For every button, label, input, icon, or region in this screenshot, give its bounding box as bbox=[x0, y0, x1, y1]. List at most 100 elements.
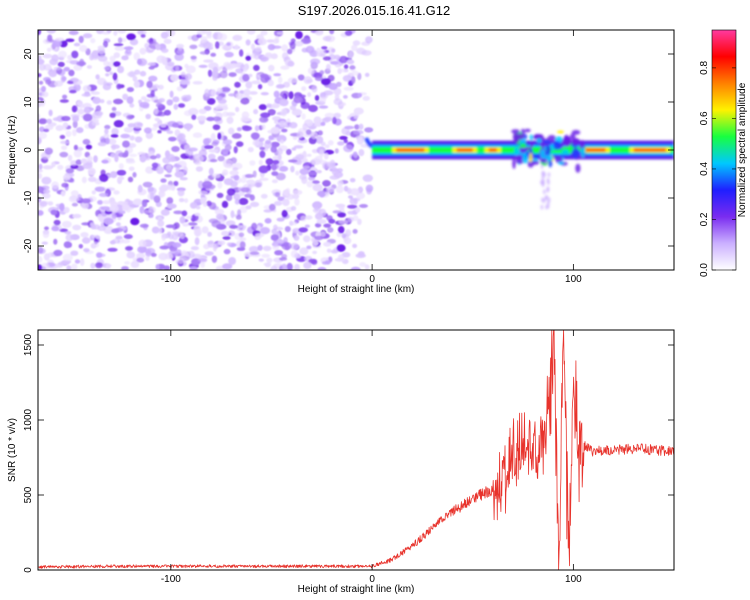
noise-blob bbox=[290, 206, 297, 211]
noise-blob bbox=[133, 80, 140, 88]
noise-blob bbox=[132, 172, 137, 178]
noise-blob bbox=[351, 70, 359, 76]
noise-blob bbox=[311, 85, 318, 93]
noise-blob bbox=[145, 247, 156, 255]
noise-blob bbox=[173, 103, 179, 110]
noise-blob bbox=[272, 241, 279, 246]
disturbance-blob bbox=[513, 155, 521, 159]
noise-blob bbox=[161, 48, 169, 53]
noise-blob bbox=[63, 206, 70, 214]
noise-blob bbox=[71, 263, 78, 270]
noise-blob bbox=[105, 73, 110, 77]
noise-blob bbox=[335, 203, 346, 208]
noise-blob bbox=[224, 51, 234, 58]
noise-blob bbox=[308, 171, 317, 176]
noise-blob bbox=[265, 52, 273, 58]
noise-blob bbox=[61, 182, 69, 188]
noise-blob bbox=[286, 48, 293, 55]
noise-blob bbox=[229, 63, 238, 69]
noise-blob bbox=[312, 183, 323, 192]
noise-blob bbox=[349, 65, 356, 70]
noise-blob bbox=[235, 141, 244, 147]
noise-blob bbox=[160, 123, 167, 128]
noise-blob bbox=[127, 123, 137, 128]
noise-blob bbox=[318, 190, 326, 198]
noise-blob bbox=[240, 177, 247, 184]
noise-blob bbox=[185, 215, 193, 219]
noise-blob bbox=[42, 165, 54, 170]
noise-blob bbox=[150, 252, 157, 257]
noise-blob bbox=[286, 148, 292, 156]
noise-blob bbox=[48, 109, 53, 117]
noise-blob bbox=[202, 138, 210, 145]
noise-blob bbox=[182, 223, 190, 227]
noise-blob bbox=[317, 130, 323, 136]
noise-blob bbox=[45, 79, 52, 85]
noise-blob bbox=[281, 242, 292, 251]
noise-blob bbox=[319, 96, 327, 104]
noise-blob bbox=[172, 164, 182, 168]
noise-blob bbox=[257, 38, 264, 45]
noise-blob bbox=[284, 226, 291, 233]
noise-blob bbox=[352, 151, 358, 158]
noise-blob bbox=[301, 176, 308, 184]
noise-blob bbox=[298, 227, 309, 233]
noise-blob bbox=[324, 191, 330, 196]
noise-blob bbox=[290, 250, 298, 258]
noise-blob bbox=[71, 50, 79, 59]
noise-blob bbox=[90, 38, 96, 44]
noise-blob bbox=[103, 60, 110, 67]
noise-blob bbox=[46, 47, 52, 52]
noise-blob bbox=[67, 54, 73, 61]
noise-blob bbox=[300, 38, 312, 44]
noise-blob bbox=[222, 159, 234, 166]
noise-blob bbox=[220, 87, 231, 92]
noise-blob bbox=[70, 190, 79, 197]
noise-blob bbox=[105, 263, 111, 269]
noise-blob bbox=[318, 208, 327, 217]
y-tick-label: 0 bbox=[23, 567, 34, 573]
noise-blob bbox=[91, 120, 99, 126]
y-tick-label: -20 bbox=[23, 238, 34, 253]
noise-blob bbox=[211, 141, 219, 147]
noise-blob bbox=[328, 82, 338, 91]
noise-blob bbox=[307, 92, 312, 98]
colorbar-tick-label: 0.0 bbox=[699, 263, 710, 277]
trail-blob bbox=[541, 197, 544, 203]
noise-blob bbox=[113, 120, 124, 128]
noise-blob bbox=[337, 212, 346, 218]
noise-blob bbox=[321, 78, 331, 86]
noise-blob bbox=[76, 127, 84, 134]
noise-blob bbox=[171, 146, 180, 152]
noise-blob bbox=[47, 34, 53, 42]
noise-blob bbox=[140, 34, 146, 38]
noise-blob bbox=[114, 154, 119, 163]
noise-blob bbox=[228, 72, 237, 77]
noise-field bbox=[38, 30, 374, 270]
noise-blob bbox=[115, 235, 123, 240]
y-tick-label: 500 bbox=[23, 486, 34, 503]
noise-blob bbox=[340, 68, 349, 73]
noise-blob bbox=[320, 141, 326, 147]
y-tick-label: 0 bbox=[23, 147, 34, 153]
noise-blob bbox=[271, 228, 278, 235]
noise-blob bbox=[174, 52, 184, 61]
noise-blob bbox=[133, 198, 143, 206]
noise-blob bbox=[347, 204, 358, 209]
noise-blob bbox=[357, 218, 362, 225]
noise-blob bbox=[165, 63, 175, 71]
noise-blob bbox=[122, 93, 129, 101]
noise-blob bbox=[364, 264, 370, 270]
noise-blob bbox=[165, 153, 175, 160]
noise-blob bbox=[247, 147, 254, 153]
noise-blob bbox=[38, 132, 47, 140]
noise-blob bbox=[151, 127, 158, 131]
noise-blob bbox=[75, 159, 82, 165]
noise-blob bbox=[278, 120, 287, 128]
noise-blob bbox=[92, 111, 103, 119]
noise-blob bbox=[216, 87, 223, 93]
noise-blob bbox=[91, 190, 97, 195]
noise-blob bbox=[86, 65, 92, 69]
noise-blob bbox=[69, 195, 77, 201]
noise-blob bbox=[310, 58, 321, 65]
